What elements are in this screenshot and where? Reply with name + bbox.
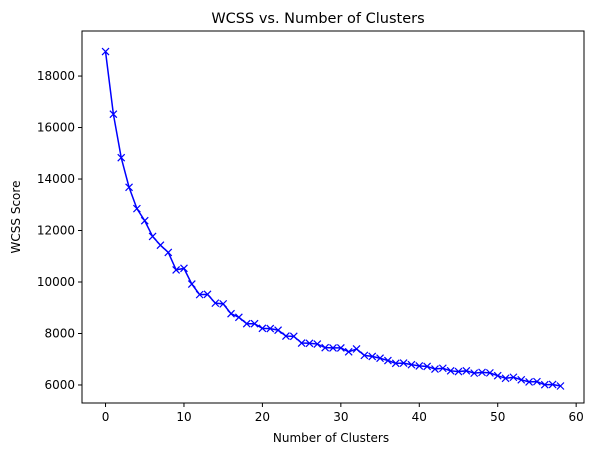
data-point-marker bbox=[274, 326, 283, 335]
data-point-marker bbox=[148, 232, 157, 241]
x-tick-label: 20 bbox=[255, 410, 270, 424]
data-point-marker bbox=[423, 362, 432, 371]
plot-frame bbox=[81, 30, 585, 404]
x-axis: 0 10 20 30 40 50 60 bbox=[102, 403, 584, 424]
data-point-marker bbox=[250, 319, 259, 328]
data-point-marker bbox=[525, 377, 534, 386]
data-point-marker bbox=[195, 290, 204, 299]
data-point-marker bbox=[360, 351, 369, 360]
data-point-marker bbox=[540, 380, 549, 389]
x-tick-label: 10 bbox=[176, 410, 191, 424]
data-point-marker bbox=[438, 364, 447, 373]
data-point-marker bbox=[266, 324, 275, 333]
data-point-marker bbox=[282, 332, 290, 340]
x-tick-label: 40 bbox=[412, 410, 427, 424]
data-point-marker bbox=[415, 362, 424, 370]
x-tick-label: 0 bbox=[102, 410, 110, 424]
y-tick-label: 6000 bbox=[44, 378, 75, 392]
data-point-marker bbox=[556, 382, 565, 390]
data-point-marker bbox=[258, 324, 267, 333]
data-point-marker bbox=[203, 290, 212, 299]
y-tick-label: 8000 bbox=[44, 326, 75, 340]
data-point-marker bbox=[454, 367, 463, 376]
data-point-marker bbox=[501, 374, 510, 383]
data-point-marker bbox=[219, 299, 228, 308]
y-tick-label: 18000 bbox=[37, 69, 75, 83]
data-point-marker bbox=[462, 366, 471, 375]
data-point-marker bbox=[156, 241, 165, 250]
data-point-marker bbox=[297, 339, 306, 347]
data-point-marker bbox=[305, 339, 314, 348]
data-point-marker bbox=[164, 248, 173, 257]
data-point-marker bbox=[352, 345, 361, 353]
data-point-marker bbox=[187, 280, 196, 288]
data-point-marker bbox=[234, 313, 243, 322]
y-tick-label: 16000 bbox=[37, 121, 75, 135]
data-point-marker bbox=[132, 204, 141, 213]
data-point-marker bbox=[493, 371, 502, 380]
data-point-marker bbox=[383, 356, 392, 365]
data-point-marker bbox=[517, 375, 526, 384]
data-point-marker bbox=[117, 153, 126, 162]
x-axis-label: Number of Clusters bbox=[273, 431, 389, 445]
data-point-marker bbox=[180, 264, 188, 273]
data-point-marker bbox=[470, 369, 479, 378]
data-point-marker bbox=[227, 309, 235, 318]
data-point-marker bbox=[140, 216, 149, 225]
data-point-marker bbox=[211, 299, 220, 308]
data-point-marker bbox=[242, 319, 251, 328]
data-point-marker bbox=[391, 359, 400, 368]
data-point-marker bbox=[533, 377, 541, 386]
data-point-marker bbox=[336, 343, 345, 352]
data-point-marker bbox=[344, 347, 353, 356]
data-point-marker bbox=[101, 47, 110, 56]
data-point-marker bbox=[431, 365, 439, 373]
data-point-marker bbox=[289, 332, 298, 341]
x-tick-label: 50 bbox=[490, 410, 505, 424]
data-point-marker bbox=[321, 343, 330, 352]
y-tick-label: 12000 bbox=[37, 224, 75, 238]
y-tick-label: 10000 bbox=[37, 275, 75, 289]
data-point-marker bbox=[478, 368, 486, 377]
data-point-marker bbox=[125, 183, 133, 192]
chart-title: WCSS vs. Number of Clusters bbox=[211, 11, 424, 27]
data-point-marker bbox=[485, 368, 494, 377]
data-point-marker bbox=[329, 343, 337, 352]
y-tick-label: 14000 bbox=[37, 172, 75, 186]
data-point-marker bbox=[376, 354, 384, 363]
data-point-marker bbox=[313, 340, 322, 348]
x-tick-label: 30 bbox=[333, 410, 348, 424]
data-point-marker bbox=[172, 265, 181, 274]
data-point-marker bbox=[109, 110, 118, 119]
data-point-marker bbox=[399, 359, 408, 368]
plot-area bbox=[101, 47, 565, 390]
data-point-marker bbox=[368, 352, 377, 361]
y-axis: 6000 8000 10000 12000 14000 16000 18000 bbox=[37, 69, 82, 392]
data-point-marker bbox=[548, 380, 557, 389]
x-tick-label: 60 bbox=[569, 410, 584, 424]
data-point-marker bbox=[407, 360, 416, 369]
y-axis-label: WCSS Score bbox=[9, 181, 23, 254]
data-point-marker bbox=[446, 366, 455, 375]
data-point-marker bbox=[509, 373, 518, 382]
